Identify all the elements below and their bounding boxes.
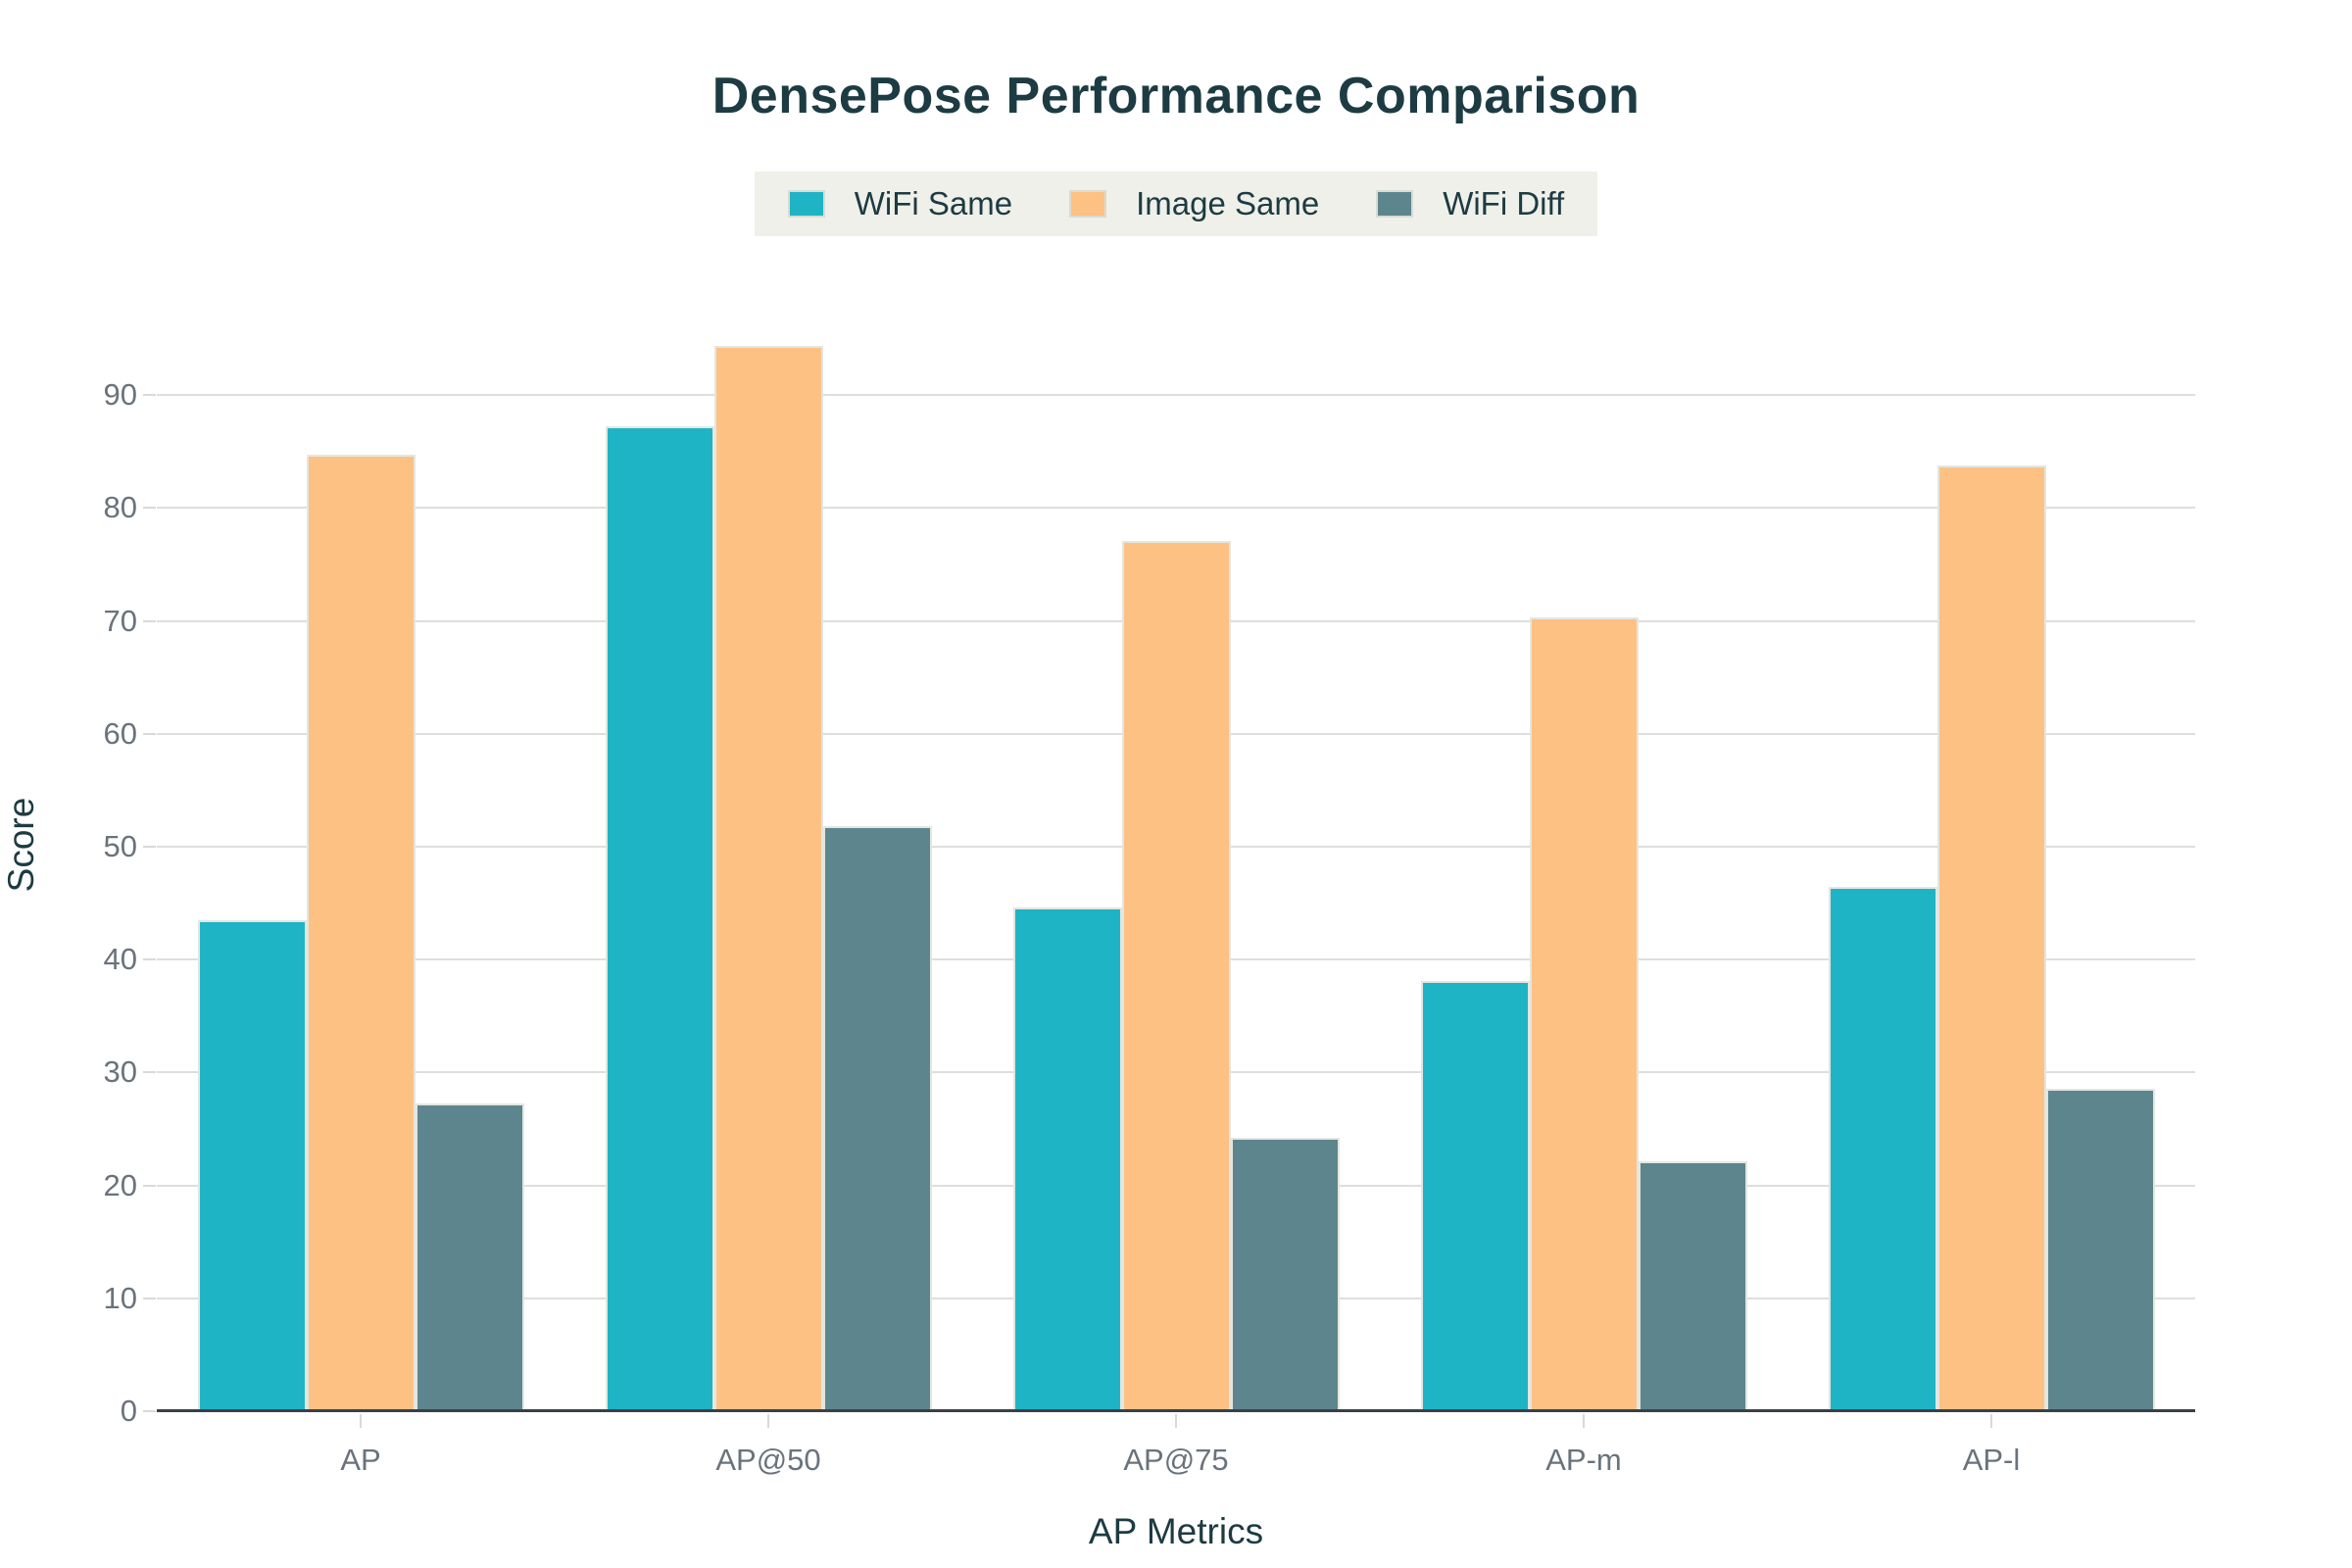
bar-wifi-same-ap-m[interactable]	[1420, 981, 1530, 1411]
y-tick-label-40: 40	[103, 942, 137, 977]
y-tick-mark	[143, 1297, 156, 1299]
x-tick-label-ap@75: AP@75	[1123, 1443, 1229, 1477]
y-tick-label-80: 80	[103, 490, 137, 525]
y-tick-mark	[143, 507, 156, 510]
y-tick-mark	[143, 958, 156, 961]
x-tick-mark	[1583, 1414, 1585, 1428]
legend-item-wifi-diff[interactable]: WiFi Diff	[1376, 185, 1564, 222]
bar-wifi-diff-ap@50[interactable]	[822, 826, 932, 1411]
y-tick-label-10: 10	[103, 1280, 137, 1315]
bar-wifi-same-ap@75[interactable]	[1012, 907, 1122, 1411]
x-axis-line	[157, 1409, 2195, 1412]
legend-swatch-icon	[787, 190, 825, 218]
y-axis-title: Score	[1, 797, 41, 893]
legend-label: WiFi Diff	[1443, 185, 1565, 221]
legend-swatch-icon	[1376, 190, 1414, 218]
legend-item-image-same[interactable]: Image Same	[1069, 185, 1319, 222]
x-tick-mark	[1175, 1414, 1177, 1428]
bar-wifi-diff-ap[interactable]	[415, 1102, 524, 1411]
y-tick-label-20: 20	[103, 1167, 137, 1202]
legend-swatch-icon	[1069, 190, 1107, 218]
chart-title: DensePose Performance Comparison	[711, 68, 1641, 124]
legend-label: Image Same	[1136, 185, 1320, 221]
x-tick-mark	[360, 1414, 362, 1428]
y-gridline-80	[157, 507, 2195, 510]
y-gridline-90	[157, 394, 2195, 397]
y-tick-mark	[143, 732, 156, 735]
y-tick-mark	[143, 846, 156, 848]
y-tick-label-50: 50	[103, 829, 137, 863]
bar-wifi-same-ap@50[interactable]	[605, 426, 714, 1411]
y-tick-label-60: 60	[103, 715, 137, 751]
bar-image-same-ap-l[interactable]	[1936, 465, 2046, 1411]
bar-image-same-ap[interactable]	[306, 455, 416, 1411]
y-tick-mark	[143, 1410, 156, 1412]
bar-image-same-ap-m[interactable]	[1529, 617, 1639, 1411]
bar-wifi-diff-ap-m[interactable]	[1638, 1161, 1747, 1411]
bar-image-same-ap@75[interactable]	[1121, 540, 1231, 1411]
x-tick-mark	[1990, 1414, 1992, 1428]
y-tick-mark	[143, 394, 156, 397]
y-tick-mark	[143, 619, 156, 622]
y-tick-label-0: 0	[120, 1394, 137, 1428]
y-tick-label-90: 90	[103, 377, 137, 413]
x-tick-label-ap-l: AP-l	[1962, 1443, 2021, 1477]
bar-wifi-same-ap-l[interactable]	[1828, 887, 1937, 1411]
y-tick-label-70: 70	[103, 603, 137, 638]
legend: WiFi Same Image Same WiFi Diff	[0, 172, 2352, 236]
bar-image-same-ap@50[interactable]	[713, 345, 823, 1411]
legend-label: WiFi Same	[854, 185, 1013, 221]
x-tick-mark	[767, 1414, 769, 1428]
legend-item-wifi-same[interactable]: WiFi Same	[787, 185, 1013, 222]
legend-box: WiFi Same Image Same WiFi Diff	[754, 172, 1598, 236]
x-tick-label-ap: AP	[340, 1443, 381, 1477]
y-tick-mark	[143, 1071, 156, 1074]
y-tick-mark	[143, 1184, 156, 1187]
bar-wifi-diff-ap@75[interactable]	[1230, 1138, 1340, 1411]
x-axis-title: AP Metrics	[1088, 1511, 1264, 1551]
y-tick-label-30: 30	[103, 1054, 137, 1090]
bar-wifi-same-ap[interactable]	[197, 919, 307, 1411]
x-tick-label-ap-m: AP-m	[1545, 1443, 1622, 1477]
bar-wifi-diff-ap-l[interactable]	[2045, 1088, 2155, 1411]
x-tick-label-ap@50: AP@50	[715, 1443, 821, 1477]
